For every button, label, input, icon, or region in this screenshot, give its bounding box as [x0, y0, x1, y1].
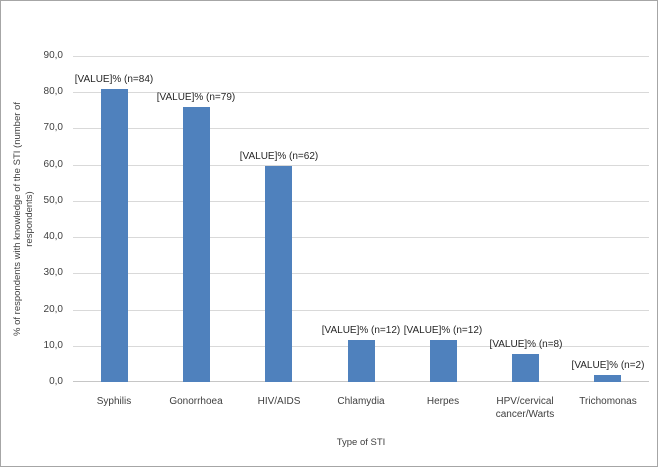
- x-category-label: Trichomonas: [579, 396, 637, 407]
- bar-value-label: [VALUE]% (n=62): [239, 151, 319, 162]
- bar-value-label: [VALUE]% (n=12): [321, 325, 401, 336]
- x-category-label: Syphilis: [96, 396, 132, 407]
- bar-value-label: [VALUE]% (n=12): [403, 325, 483, 336]
- bar: [101, 89, 128, 382]
- y-gridline: [73, 273, 649, 274]
- y-tick-label: 30,0: [43, 267, 63, 278]
- y-tick-label: 50,0: [43, 195, 63, 206]
- bar: [265, 166, 292, 382]
- y-tick-label: 0,0: [49, 376, 63, 387]
- y-gridline: [73, 92, 649, 93]
- x-category-label: HIV/AIDS: [257, 396, 301, 407]
- y-tick-label: 10,0: [43, 340, 63, 351]
- bar: [430, 340, 457, 382]
- bar-value-label: [VALUE]% (n=84): [74, 74, 154, 85]
- y-axis-title-line-2: respondents): [24, 191, 35, 247]
- bar-value-label: [VALUE]% (n=79): [156, 92, 236, 103]
- y-tick-label: 40,0: [43, 231, 63, 242]
- bar: [512, 354, 539, 382]
- y-tick-label: 20,0: [43, 304, 63, 315]
- bar: [183, 107, 210, 382]
- x-category-label: Chlamydia: [337, 396, 385, 407]
- x-category-label: Herpes: [426, 396, 460, 407]
- bar: [348, 340, 375, 382]
- y-tick-label: 90,0: [43, 50, 63, 61]
- plot-area: [VALUE]% (n=84) [VALUE]% (n=79) [VALUE]% (…: [73, 56, 649, 382]
- y-gridline: [73, 128, 649, 129]
- bar: [594, 375, 621, 382]
- x-category-label: Gonorrhoea: [169, 396, 223, 407]
- y-tick-label: 60,0: [43, 159, 63, 170]
- y-axis-title: % of respondents with knowledge of the S…: [12, 69, 36, 369]
- x-category-label: HPV/cervical cancer/Warts: [495, 396, 555, 420]
- y-gridline: [73, 310, 649, 311]
- y-axis-title-line-1: % of respondents with knowledge of the S…: [12, 102, 23, 336]
- y-gridline: [73, 165, 649, 166]
- y-tick-label: 70,0: [43, 122, 63, 133]
- y-tick-label: 80,0: [43, 86, 63, 97]
- bar-value-label: [VALUE]% (n=2): [571, 360, 645, 371]
- y-gridline: [73, 56, 649, 57]
- x-axis-title: Type of STI: [336, 437, 386, 448]
- y-gridline: [73, 201, 649, 202]
- y-gridline: [73, 237, 649, 238]
- bar-value-label: [VALUE]% (n=8): [489, 339, 563, 350]
